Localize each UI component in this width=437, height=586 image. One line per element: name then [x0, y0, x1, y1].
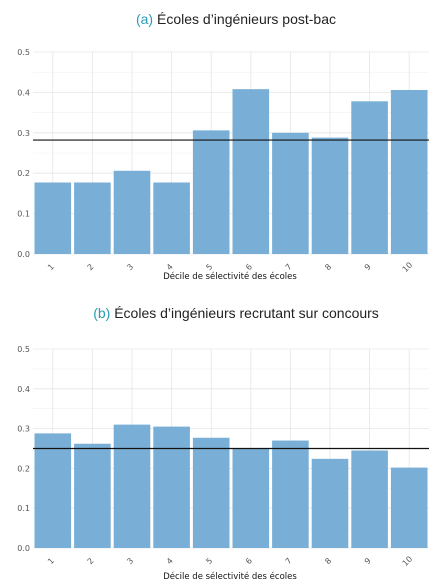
panel-a-bar-8	[311, 137, 349, 254]
panel-a-x-tick-label: 7	[284, 262, 294, 272]
panel-a: (a) Écoles d’ingénieurs post-bac 0.00.10…	[17, 11, 429, 282]
panel-a-y-tick-label: 0.5	[17, 48, 30, 57]
panel-b-bar-9	[351, 450, 388, 548]
panel-a-bar-10	[390, 89, 428, 254]
panel-a-bar-2	[74, 182, 111, 254]
panel-b-x-tick-label: 5	[204, 556, 214, 566]
panel-b-bar-5	[192, 437, 230, 548]
panel-b-bar-7	[272, 440, 309, 548]
panel-b-bars	[34, 424, 428, 548]
panel-a-x-tick-label: 4	[165, 262, 175, 272]
panel-b-x-tick-label: 3	[125, 556, 135, 566]
panel-b-y-tick-label: 0.2	[17, 464, 30, 473]
panel-a-x-tick-label: 9	[363, 262, 373, 272]
panel-b-y-tick-label: 0.1	[17, 504, 30, 513]
panel-a-x-axis-label: Décile de sélectivité des écoles	[163, 271, 297, 282]
panel-b-bar-8	[311, 458, 349, 548]
panel-a-x-tick-label: 3	[125, 262, 135, 272]
panel-b-x-tick-label: 1	[46, 556, 56, 566]
panel-a-x-tick-label: 8	[323, 262, 333, 272]
panel-a-bar-9	[351, 101, 388, 255]
panel-a-x-tick-label: 5	[204, 262, 214, 272]
panel-b-y-tick-label: 0.4	[17, 385, 30, 394]
panel-b-x-tick-label: 4	[165, 556, 175, 566]
panel-b-bar-1	[34, 433, 72, 548]
panel-a-y-tick-label: 0.4	[17, 88, 30, 97]
panel-b-x-ticks: 1 2 3 4 5 6 7 8 9 10	[46, 554, 414, 568]
panel-b-x-axis-label: Décile de sélectivité des écoles	[163, 571, 297, 582]
panel-a-bar-1	[34, 182, 72, 254]
panel-b-y-tick-label: 0.3	[17, 425, 30, 434]
panel-a-x-tick-label: 1	[46, 262, 56, 272]
panel-a-y-ticks: 0.0 0.1 0.2 0.3 0.4 0.5	[17, 48, 30, 259]
panel-b-x-tick-label: 7	[284, 556, 294, 566]
panel-a-bar-4	[153, 182, 190, 254]
panel-a-bars	[34, 89, 428, 255]
panel-a-x-tick-label: 6	[244, 262, 254, 272]
panel-a-y-tick-label: 0.1	[17, 210, 30, 219]
panel-b-bar-10	[390, 467, 428, 548]
panel-b-x-tick-label: 6	[244, 556, 254, 566]
panel-b-x-tick-label: 10	[401, 554, 415, 568]
panel-a-bar-5	[192, 130, 230, 254]
panel-a-y-tick-label: 0.2	[17, 169, 30, 178]
panel-b-bar-3	[113, 424, 151, 548]
panel-a-x-tick-label: 2	[86, 262, 96, 272]
panel-a-y-tick-label: 0.0	[17, 250, 30, 259]
panel-a-title: (a) Écoles d’ingénieurs post-bac	[136, 11, 336, 27]
panel-b-bar-6	[232, 448, 270, 548]
panel-b-x-tick-label: 8	[323, 556, 333, 566]
panel-b-x-tick-label: 2	[86, 556, 96, 566]
panel-b-x-tick-label: 9	[363, 556, 373, 566]
panel-b-title: (b) Écoles d’ingénieurs recrutant sur co…	[93, 305, 379, 321]
panel-b-y-tick-label: 0.5	[17, 345, 30, 354]
panel-b-y-tick-label: 0.0	[17, 544, 30, 553]
panel-b-bar-2	[74, 443, 111, 548]
panel-b-y-ticks: 0.0 0.1 0.2 0.3 0.4 0.5	[17, 345, 30, 553]
panel-a-bar-6	[232, 89, 270, 254]
panel-a-y-tick-label: 0.3	[17, 129, 30, 138]
panel-b: (b) Écoles d’ingénieurs recrutant sur co…	[17, 305, 429, 582]
panel-b-bar-4	[153, 426, 190, 548]
panel-a-bar-3	[113, 170, 151, 254]
panel-a-bar-7	[272, 132, 309, 254]
panel-a-x-tick-label: 10	[401, 260, 415, 274]
